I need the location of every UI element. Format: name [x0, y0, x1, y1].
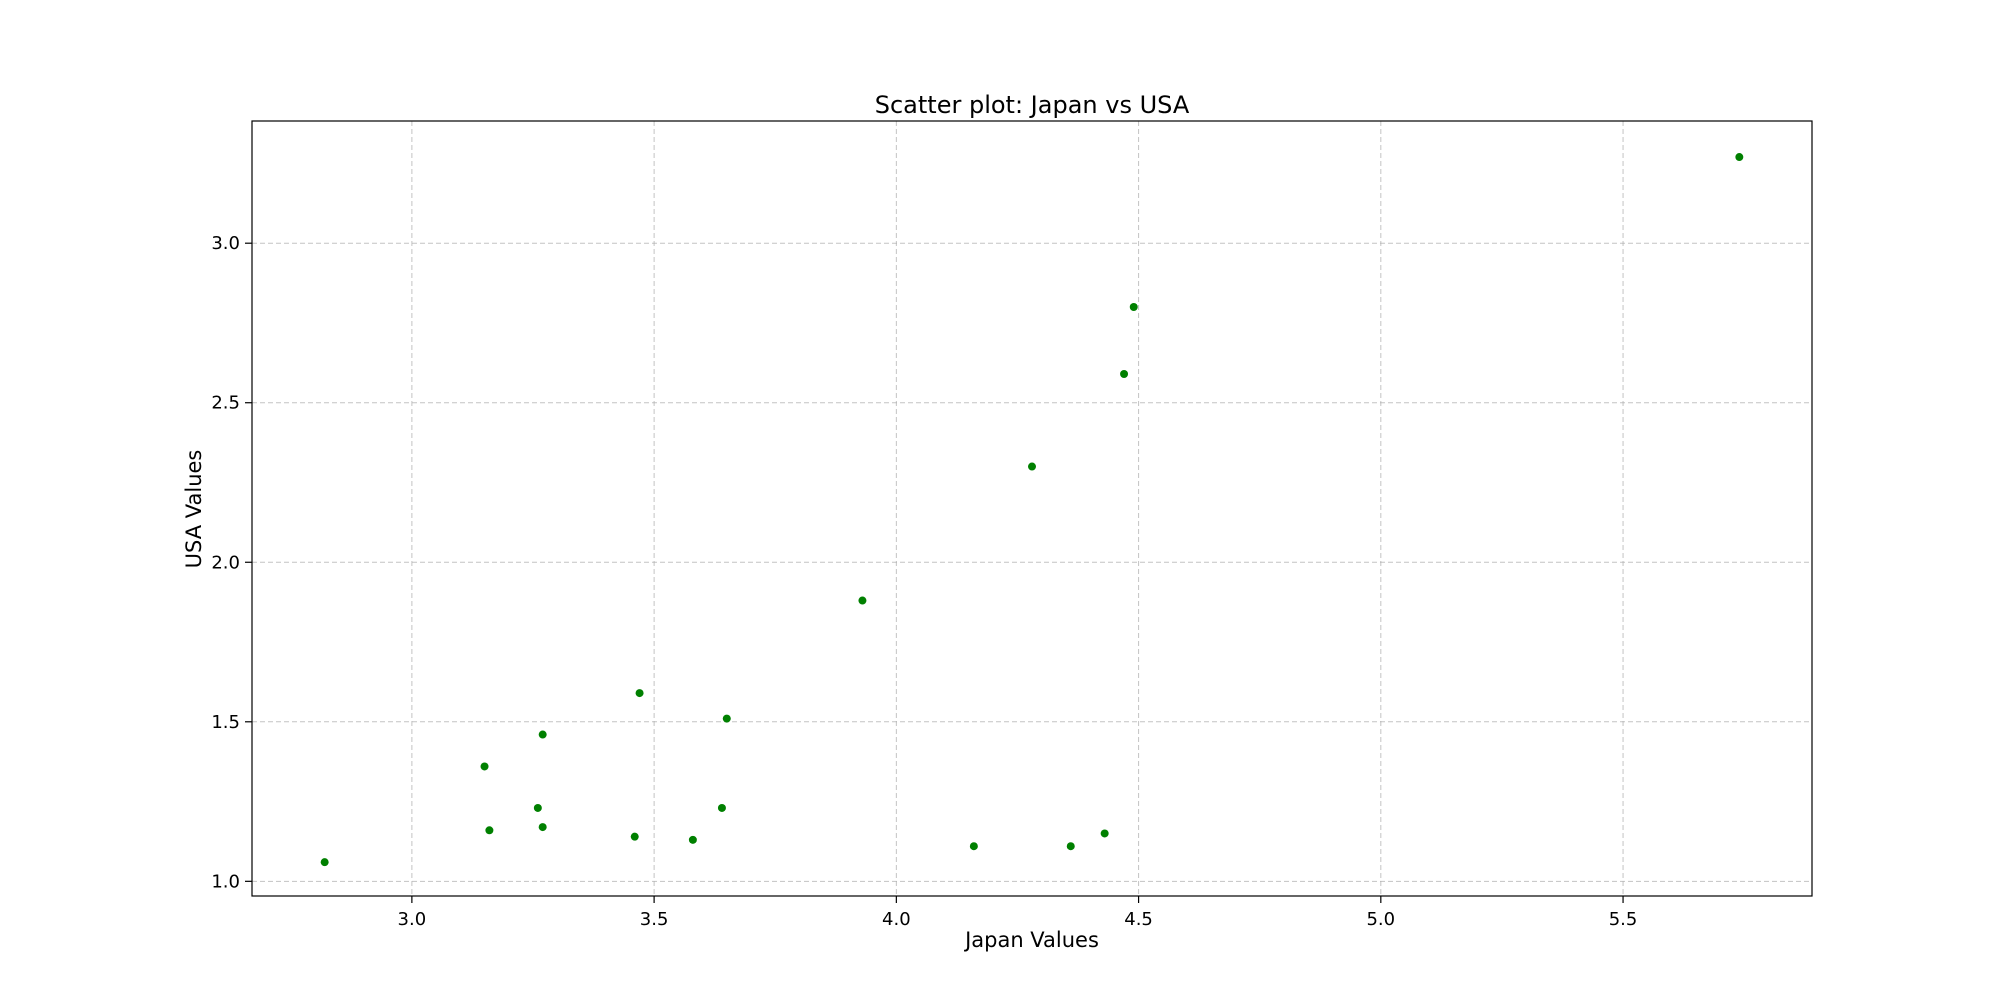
scatter-point [485, 826, 494, 835]
x-axis-label: Japan Values [963, 928, 1099, 952]
y-tick-label: 1.0 [211, 871, 240, 892]
scatter-point [1028, 462, 1036, 471]
x-tick-label: 5.0 [1366, 909, 1395, 930]
scatter-point [1129, 303, 1138, 312]
y-tick-label: 3.0 [211, 233, 240, 254]
y-axis-label: USA Values [182, 450, 206, 569]
grid-layer [252, 121, 1812, 896]
y-tick-label: 2.0 [211, 552, 240, 573]
x-tick-label: 4.5 [1124, 909, 1153, 930]
x-tick-label: 3.5 [640, 909, 669, 930]
scatter-point [688, 835, 697, 844]
x-tick-label: 3.0 [398, 909, 427, 930]
scatter-point [538, 730, 547, 739]
x-tick-label: 5.5 [1609, 909, 1638, 930]
scatter-point [858, 596, 867, 605]
y-tick-label: 1.5 [211, 712, 240, 733]
points-layer [320, 153, 1744, 867]
scatter-point [538, 823, 547, 832]
y-tick-label: 2.5 [211, 393, 240, 414]
chart-title: Scatter plot: Japan vs USA [875, 91, 1190, 119]
x-tick-label: 4.0 [882, 909, 911, 930]
scatter-point [635, 689, 644, 698]
scatter-point [717, 803, 726, 812]
scatter-point [533, 803, 542, 812]
scatter-point [1066, 842, 1075, 851]
scatter-point [1120, 370, 1129, 379]
scatter-point [480, 762, 489, 771]
scatter-point [1735, 153, 1744, 162]
scatter-point [1100, 829, 1109, 838]
scatter-point [722, 714, 731, 723]
plot-frame [251, 120, 1813, 897]
scatter-point [630, 832, 639, 841]
scatter-point [320, 858, 329, 867]
ticks-layer: 3.0 3.5 4.0 4.5 5.0 5.5 1.0 1.5 2.0 2.5 3.0 [211, 233, 1637, 930]
scatter-point [969, 842, 978, 851]
